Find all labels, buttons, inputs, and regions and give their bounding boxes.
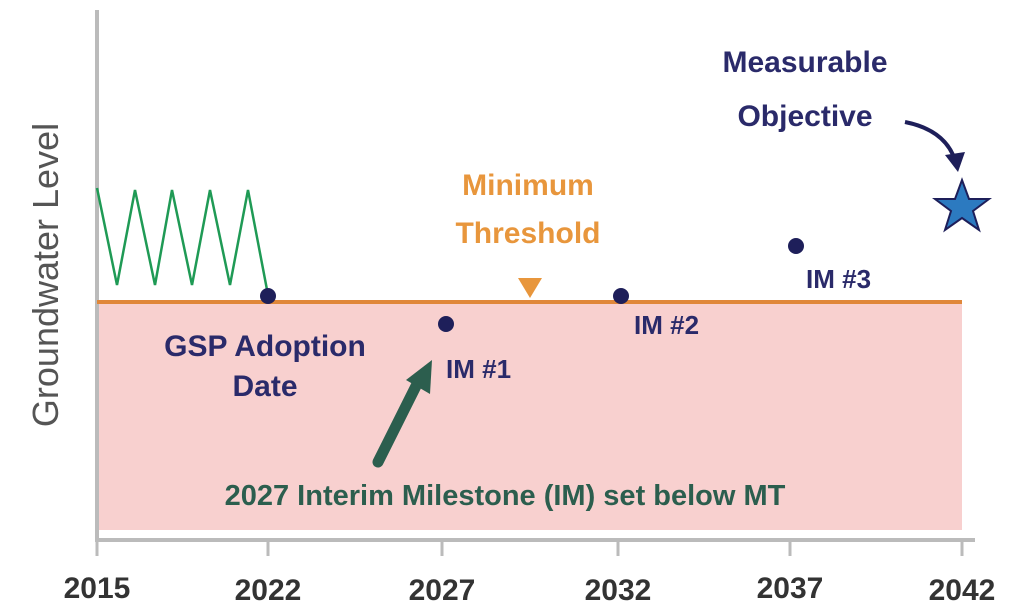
im1-label: IM #1 (446, 354, 511, 384)
threshold-label: Minimum (462, 169, 594, 202)
x-label: 2027 (409, 574, 476, 607)
y-axis-label: Groundwater Level (25, 123, 66, 427)
note-label: 2027 Interim Milestone (IM) set below MT (225, 480, 786, 512)
objective-star (932, 177, 992, 233)
historical-levels (95, 187, 270, 296)
im2-point (613, 288, 629, 304)
im3-point (788, 238, 804, 254)
gsp-label: Date (232, 370, 297, 403)
objective-label: Measurable (722, 46, 887, 79)
x-label: 2037 (757, 572, 824, 605)
note-arrow (372, 372, 426, 468)
gsp-point (260, 288, 276, 304)
threshold-label: Threshold (455, 217, 600, 250)
x-label: 2032 (585, 574, 652, 607)
below-threshold-area (97, 302, 962, 530)
x-label: 2022 (235, 574, 302, 607)
im1-point (438, 316, 454, 332)
im3-label: IM #3 (806, 264, 871, 294)
x-ticks (95, 540, 964, 556)
objective-label: Objective (737, 100, 872, 133)
x-label: 2015 (64, 572, 131, 605)
objective-arrowhead (945, 152, 965, 172)
note-arrowhead (406, 360, 432, 394)
gsp-label: GSP Adoption (164, 330, 366, 363)
threshold-marker (518, 278, 542, 298)
im2-label: IM #2 (634, 310, 699, 340)
objective-arrow (904, 120, 957, 161)
x-label: 2042 (929, 574, 996, 607)
